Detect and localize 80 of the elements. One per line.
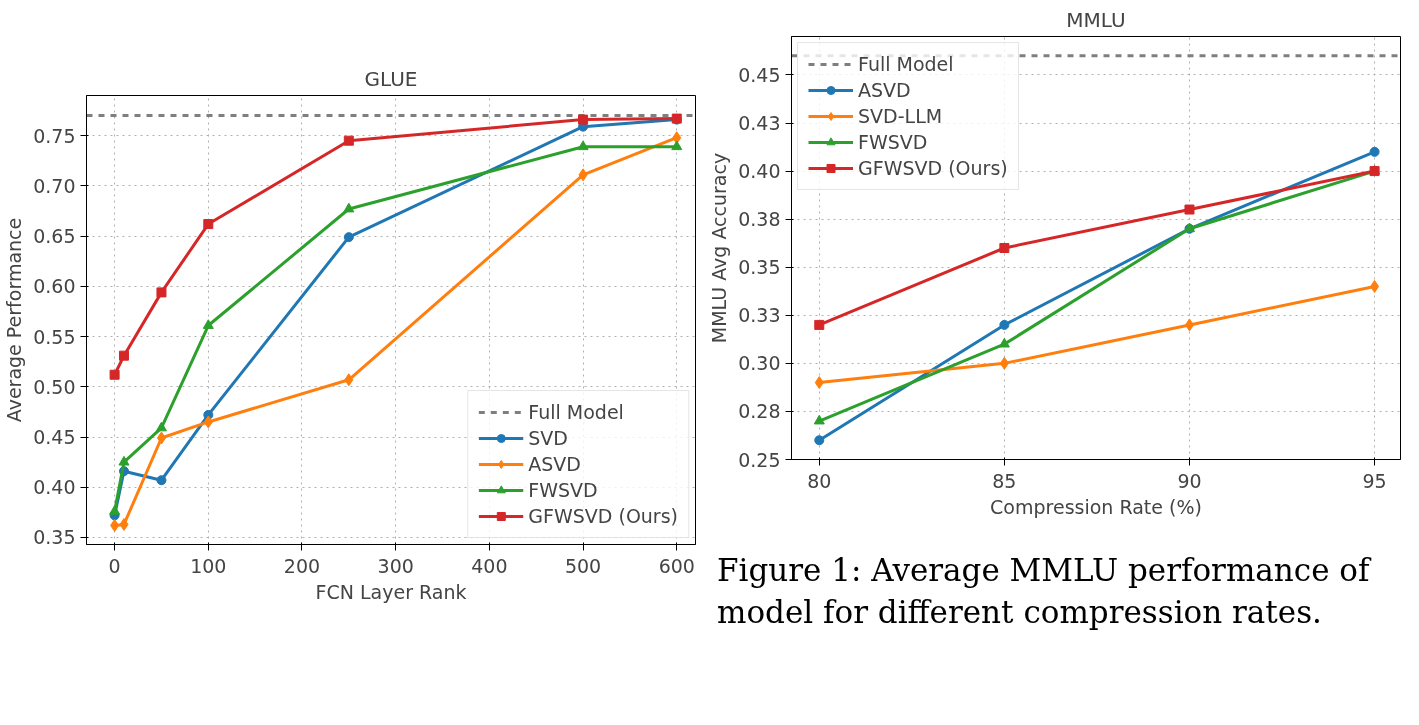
ref-line-label: Full Model [858, 53, 954, 75]
x-tick-label: 95 [1362, 469, 1387, 492]
x-tick-label: 100 [190, 554, 227, 577]
y-tick-label: 0.45 [738, 63, 781, 86]
chart-title: MMLU [1066, 7, 1126, 32]
legend-label: FWSVD [858, 131, 928, 153]
point [999, 356, 1009, 370]
point [577, 140, 589, 151]
point [110, 518, 120, 532]
point [203, 415, 213, 429]
point [343, 202, 355, 213]
point [1184, 318, 1194, 332]
x-axis-title: FCN Layer Rank [315, 580, 467, 603]
legend-label: FWSVD [528, 479, 598, 501]
x-tick-label: 300 [377, 554, 414, 577]
legend-label: ASVD [528, 453, 581, 475]
point [814, 435, 825, 446]
y-tick-label: 0.35 [738, 256, 781, 279]
legend-label: GFWSVD (Ours) [858, 157, 1008, 179]
point [814, 376, 824, 390]
point [999, 243, 1010, 253]
point [109, 369, 120, 380]
y-tick-label: 0.40 [33, 476, 76, 499]
y-tick-label: 0.40 [738, 160, 781, 183]
chart-title: GLUE [364, 66, 418, 91]
point [672, 131, 682, 145]
point [1184, 204, 1195, 215]
point [118, 455, 130, 466]
x-axis-title: Compression Rate (%) [990, 495, 1202, 518]
y-tick-label: 0.43 [738, 112, 781, 135]
y-tick-label: 0.38 [738, 208, 781, 231]
y-tick-label: 0.35 [33, 526, 76, 549]
point [156, 431, 166, 445]
legend-label: Full Model [528, 401, 624, 423]
point [109, 505, 121, 515]
y-tick-label: 0.30 [738, 352, 781, 375]
point [156, 287, 167, 298]
point [203, 219, 214, 230]
y-tick-label: 0.50 [33, 375, 76, 398]
y-tick-label: 0.70 [33, 174, 76, 197]
point [344, 373, 354, 387]
point [118, 350, 129, 361]
legend-label: GFWSVD (Ours) [528, 505, 678, 527]
legend-label: SVD-LLM [858, 105, 943, 127]
y-tick-label: 0.45 [33, 426, 76, 449]
point [202, 319, 214, 329]
y-tick-label: 0.33 [738, 304, 781, 327]
y-tick-label: 0.55 [33, 325, 76, 348]
point [813, 414, 825, 425]
legend-label: SVD [528, 427, 568, 449]
caption: Figure 1: Average MMLU performance of model for different compression rates. [717, 551, 1373, 632]
x-tick-label: 85 [992, 469, 1017, 492]
point [1369, 146, 1380, 157]
point [578, 168, 588, 182]
y-tick-label: 0.28 [738, 400, 781, 423]
point [119, 517, 129, 531]
point [578, 114, 589, 125]
y-axis-title: MMLU Avg Accuracy [708, 152, 731, 344]
point [671, 140, 683, 151]
y-tick-label: 0.60 [33, 275, 76, 298]
y-tick-label: 0.75 [33, 124, 76, 147]
x-tick-label: 600 [658, 554, 695, 577]
y-tick-label: 0.25 [738, 448, 781, 471]
point [155, 421, 167, 432]
legend-label: ASVD [858, 79, 911, 101]
point [1370, 279, 1380, 293]
x-tick-label: 0 [108, 554, 121, 577]
point [343, 232, 354, 243]
y-tick-label: 0.65 [33, 225, 76, 248]
point [156, 475, 167, 486]
x-tick-label: 80 [807, 469, 832, 492]
x-tick-label: 200 [283, 554, 321, 577]
x-tick-label: 400 [471, 554, 508, 577]
point [814, 319, 825, 330]
point [343, 135, 354, 146]
point [999, 319, 1010, 330]
point [998, 337, 1010, 348]
y-axis-title: Average Performance [3, 217, 26, 423]
x-tick-label: 500 [564, 554, 602, 577]
x-tick-label: 90 [1177, 469, 1202, 492]
